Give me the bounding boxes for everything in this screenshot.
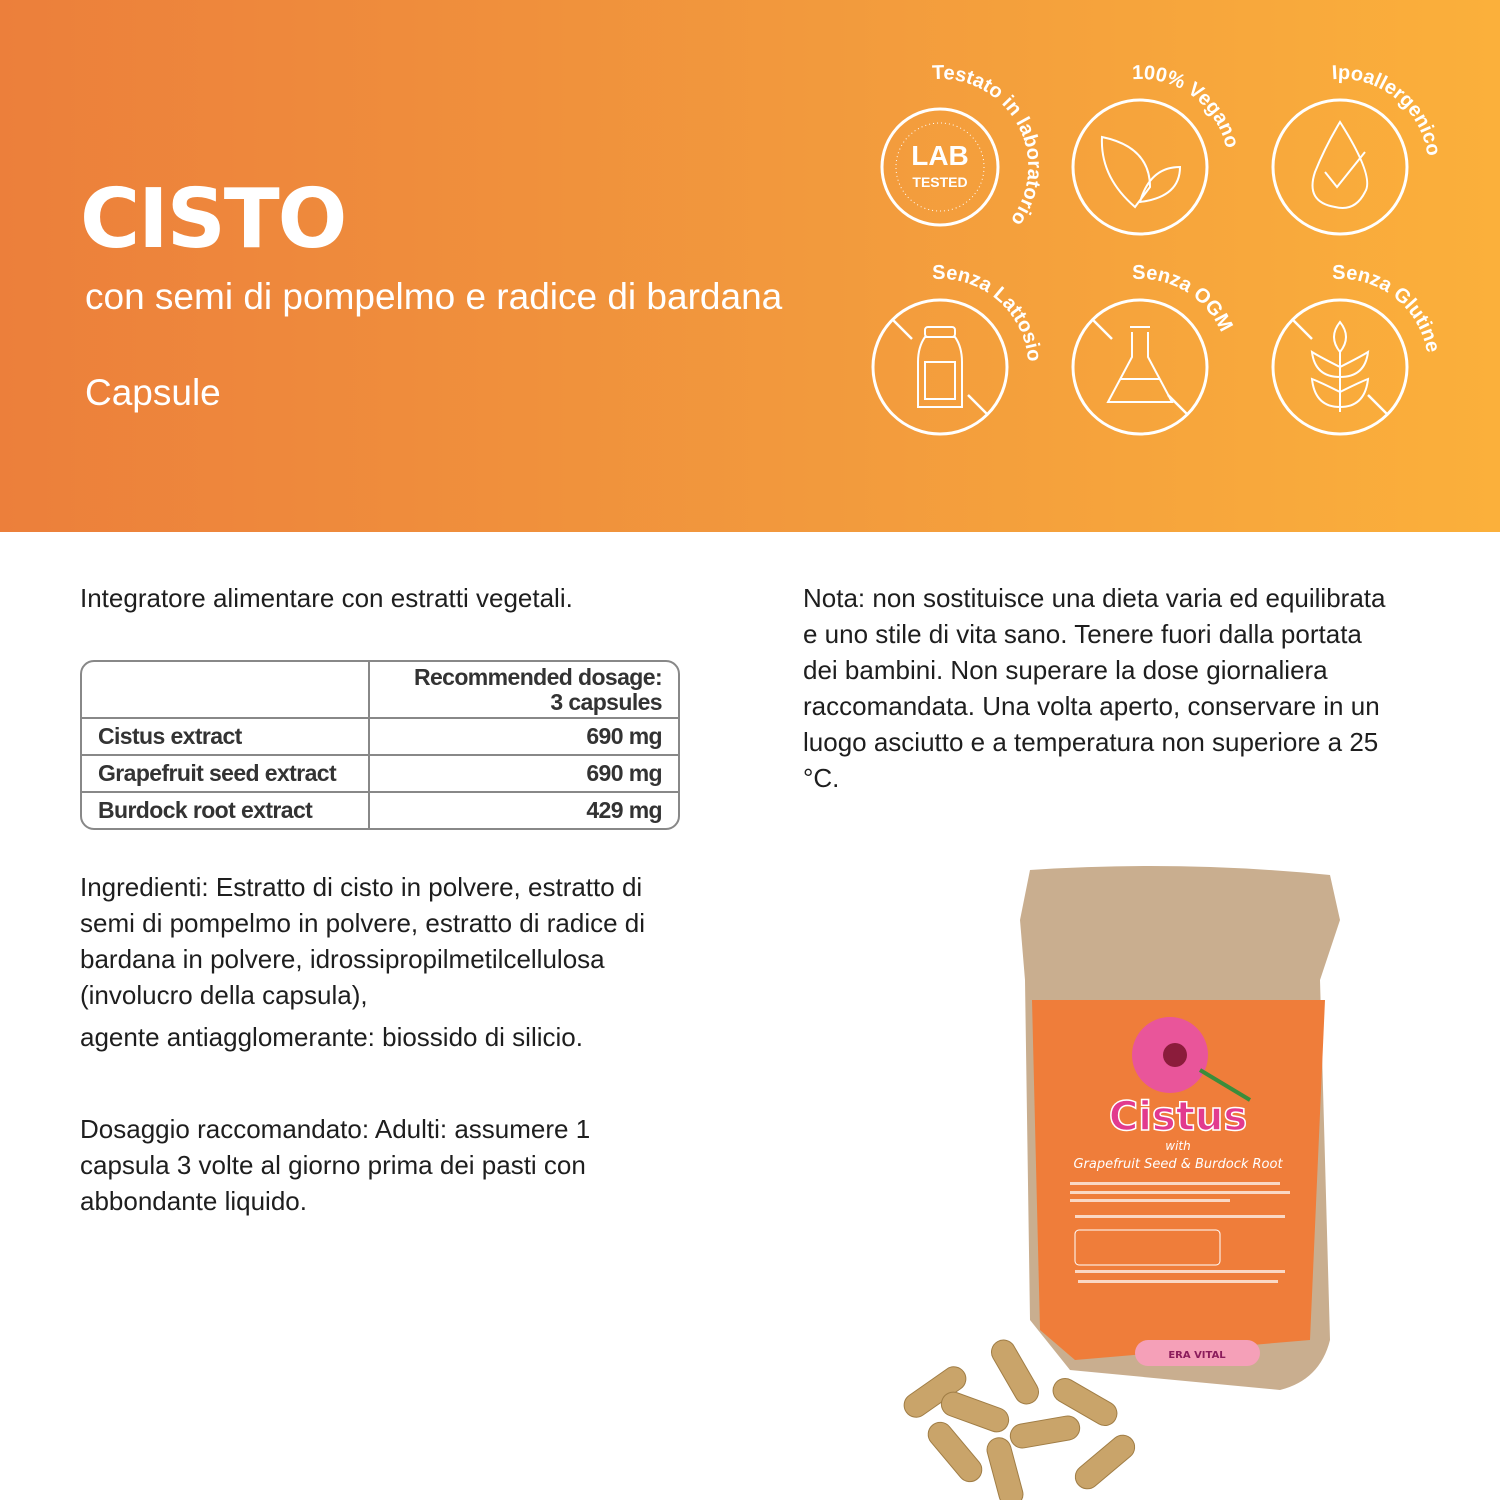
row-value: 690 mg [368, 754, 678, 791]
svg-text:LAB: LAB [911, 140, 969, 171]
no-milk-bottle-icon [892, 319, 988, 415]
svg-text:TESTED: TESTED [912, 174, 967, 190]
drop-check-icon [1311, 120, 1369, 209]
nutrition-table: Recommended dosage: 3 capsules Cistus ext… [80, 660, 680, 830]
table-row: Grapefruit seed extract 690 mg [82, 754, 678, 791]
badge-drop-check: Ipoallergenico [1271, 62, 1445, 236]
intro-text: Integratore alimentare con estratti vege… [80, 583, 573, 613]
no-wheat-icon [1292, 319, 1388, 415]
header-capsules: 3 capsules [550, 688, 662, 715]
badge-no-flask: Senza OGM [1071, 262, 1237, 436]
dosage-text: Dosaggio raccomandato: Adulti: assumere … [80, 1114, 591, 1216]
table-header-row: Recommended dosage: 3 capsules [82, 662, 678, 717]
badge-label: Senza OGM [1132, 262, 1237, 335]
ingredients-text: Ingredienti: Estratto di cisto in polver… [80, 872, 646, 1010]
product-form: Capsule [85, 372, 221, 413]
package-logo: ERA VITAL [1168, 1350, 1226, 1361]
left-text-column: Ingredienti: Estratto di cisto in polver… [80, 869, 680, 1219]
badge-no-milk-bottle: Senza Lattosio [871, 262, 1045, 436]
package-with: with [1165, 1139, 1190, 1153]
lab-tested-seal-icon: LAB TESTED [880, 107, 1000, 227]
header-dosage: Recommended dosage: [413, 663, 663, 690]
badge-label: Senza Glutine [1332, 262, 1444, 354]
badge-leaves: 100% Vegano [1071, 62, 1243, 236]
package-brand: Cistus [1109, 1094, 1247, 1140]
anticaking-text: agente antiagglomerante: biossido di sil… [80, 1022, 583, 1052]
table-row: Cistus extract 690 mg [82, 717, 678, 754]
badge-label: Ipoallergenico [1331, 62, 1444, 158]
product-package-image: Cistus with Grapefruit Seed & Burdock Ro… [903, 866, 1340, 1500]
product-subtitle: con semi di pompelmo e radice di bardana [85, 276, 783, 317]
product-title: CISTO [80, 172, 347, 267]
package-subtitle: Grapefruit Seed & Burdock Root [1073, 1157, 1283, 1172]
no-flask-icon [1092, 319, 1188, 415]
row-name: Burdock root extract [82, 791, 368, 828]
row-name: Grapefruit seed extract [82, 754, 368, 791]
header-banner: CISTO con semi di pompelmo e radice di b… [0, 0, 1500, 532]
note-text: Nota: non sostituisce una dieta varia ed… [803, 583, 1386, 793]
leaves-icon [1100, 135, 1182, 209]
badge-no-wheat: Senza Glutine [1271, 262, 1444, 436]
table-row: Burdock root extract 429 mg [82, 791, 678, 828]
row-value: 690 mg [368, 717, 678, 754]
row-name: Cistus extract [82, 717, 368, 754]
row-value: 429 mg [368, 791, 678, 828]
